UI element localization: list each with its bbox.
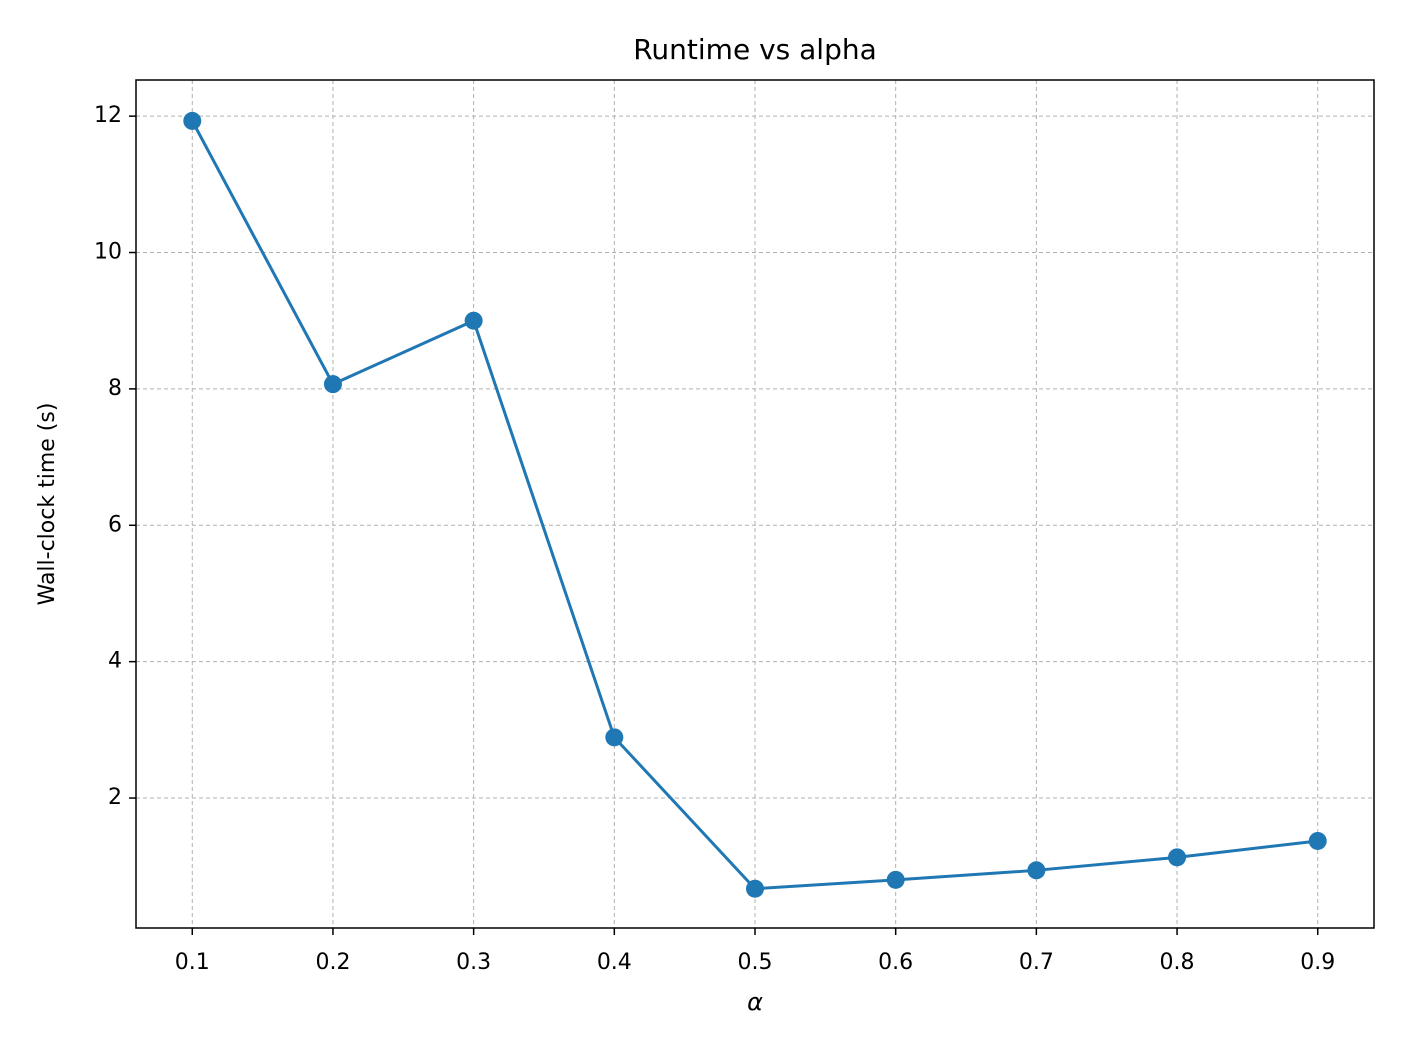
marker: [183, 111, 202, 130]
x-tick-label: 0.7: [1019, 950, 1054, 975]
x-tick-label: 0.6: [878, 950, 913, 975]
x-tick-label: 0.8: [1160, 950, 1195, 975]
y-tick-label: 10: [94, 240, 122, 265]
x-axis-label: α: [747, 988, 763, 1016]
marker: [464, 311, 483, 330]
grid: [136, 80, 1374, 928]
y-tick-label: 6: [108, 512, 122, 537]
x-tick-label: 0.4: [597, 950, 632, 975]
marker: [746, 879, 764, 898]
y-axis-label: Wall-clock time (s): [35, 403, 60, 606]
marker: [1168, 848, 1187, 867]
marker: [605, 728, 624, 747]
x-tick-label: 0.1: [175, 950, 210, 975]
x-tick-label: 0.9: [1300, 950, 1335, 975]
x-tick-label: 0.2: [315, 950, 350, 975]
x-tick-label: 0.5: [738, 950, 773, 975]
y-tick-label: 4: [108, 649, 122, 674]
y-tick-label: 2: [108, 785, 122, 810]
marker: [886, 870, 905, 889]
plot: [183, 111, 1327, 898]
y-tick-label: 12: [94, 103, 122, 128]
marker: [323, 375, 342, 394]
y-tick-label: 8: [108, 376, 122, 401]
x-tick-label: 0.3: [456, 950, 491, 975]
marker: [1027, 861, 1046, 880]
chart-title: Runtime vs alpha: [633, 33, 877, 66]
marker: [1308, 831, 1327, 850]
